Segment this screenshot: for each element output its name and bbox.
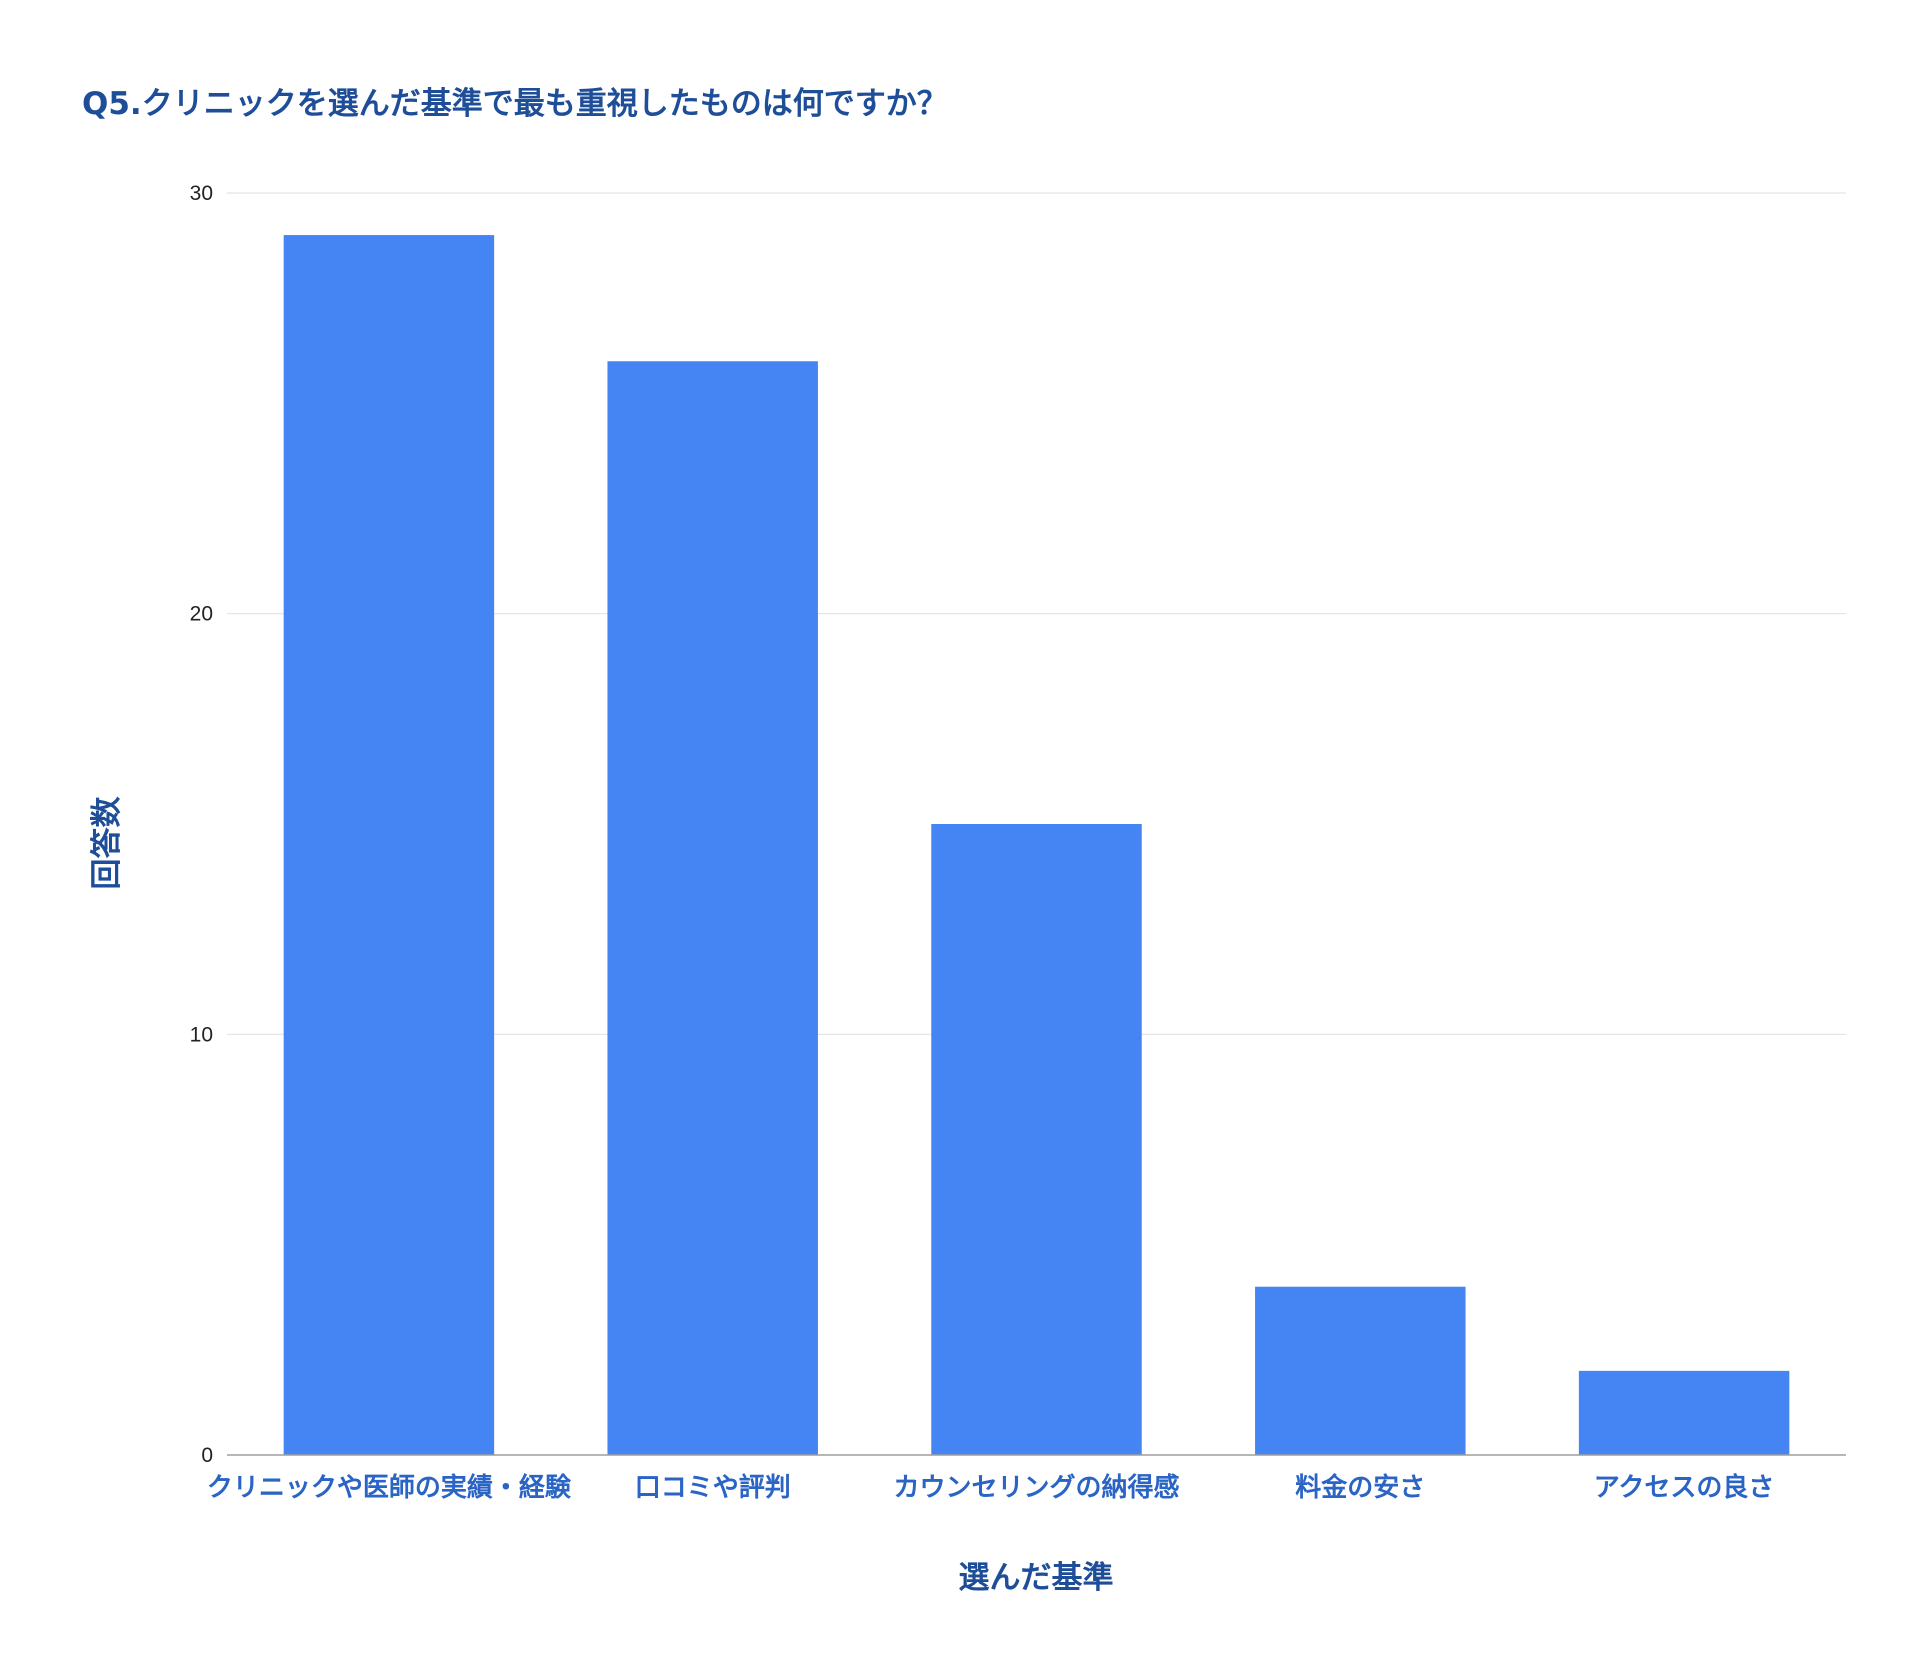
x-tick-label: クリニックや医師の実績・経験 <box>207 1472 572 1503</box>
bar-4 <box>1255 1286 1466 1455</box>
y-tick-label: 0 <box>201 1444 213 1467</box>
chart-title: Q5.クリニックを選んだ基準で最も重視したものは何ですか？ <box>82 86 948 122</box>
bars <box>283 235 1790 1456</box>
bar-1 <box>283 235 495 1456</box>
x-tick-label: 口コミや評判 <box>635 1472 791 1503</box>
x-tick-label: アクセスの良さ <box>1594 1472 1775 1503</box>
bar-5 <box>1578 1370 1790 1455</box>
y-tick-label: 20 <box>190 603 213 626</box>
y-tick-label: 10 <box>190 1023 213 1046</box>
x-tick-label: 料金の安さ <box>1295 1472 1425 1503</box>
bar-2 <box>607 361 818 1456</box>
y-axis-title: 回答数 <box>89 797 125 890</box>
x-axis-title: 選んだ基準 <box>959 1560 1114 1596</box>
x-tick-label: カウンセリングの納得感 <box>893 1472 1179 1503</box>
bar-3 <box>931 824 1142 1455</box>
y-tick-label: 30 <box>190 182 213 205</box>
labels: 0 10 20 30 クリニックや医師の実績・経験 口コミや評判 カウンセリングの納得感 料金… <box>190 182 1775 1503</box>
